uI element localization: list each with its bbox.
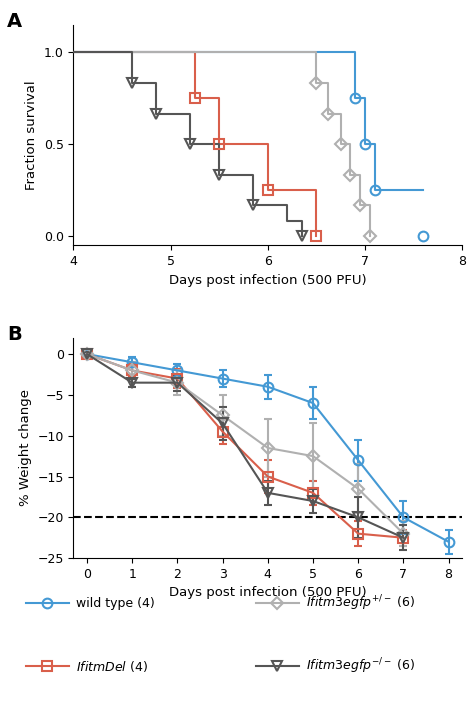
Text: $\it{Ifitm3egfp}^{-/-}$ (6): $\it{Ifitm3egfp}^{-/-}$ (6) (306, 656, 415, 676)
X-axis label: Days post infection (500 PFU): Days post infection (500 PFU) (169, 587, 366, 599)
X-axis label: Days post infection (500 PFU): Days post infection (500 PFU) (169, 274, 366, 287)
Text: A: A (8, 11, 23, 31)
Y-axis label: % Weight change: % Weight change (19, 390, 32, 506)
Y-axis label: Fraction survival: Fraction survival (25, 80, 38, 190)
Text: $\it{IfitmDel}$ (4): $\it{IfitmDel}$ (4) (76, 658, 148, 674)
Text: $\it{Ifitm3egfp}^{+/-}$ (6): $\it{Ifitm3egfp}^{+/-}$ (6) (306, 594, 415, 614)
Text: B: B (8, 324, 22, 343)
Text: wild type (4): wild type (4) (76, 597, 155, 610)
